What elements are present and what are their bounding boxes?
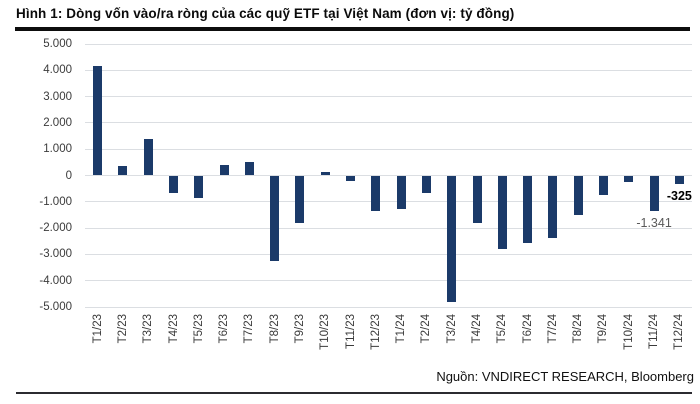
bar-t10-23 bbox=[320, 172, 330, 176]
y-axis-tick-label: -4.000 bbox=[39, 274, 72, 287]
y-axis-tick-label: 4.000 bbox=[43, 64, 72, 77]
y-axis-tick-label: -1.000 bbox=[39, 195, 72, 208]
x-axis-tick-label: T6/23 bbox=[218, 314, 231, 344]
bar-t1-24 bbox=[396, 175, 406, 210]
bottom-rule bbox=[16, 392, 692, 394]
bar-t11-23 bbox=[346, 175, 356, 181]
x-axis-tick-label: T11/23 bbox=[344, 314, 357, 349]
bar-t3-24 bbox=[447, 175, 457, 302]
data-label-t12-24: -325 bbox=[666, 189, 692, 204]
x-axis-tick-label: T10/23 bbox=[319, 314, 332, 350]
bar-t6-23 bbox=[219, 164, 229, 176]
bar-t5-24 bbox=[497, 175, 507, 250]
bar-t2-24 bbox=[421, 175, 431, 193]
bar-t9-24 bbox=[598, 175, 608, 195]
x-axis-tick-label: T7/23 bbox=[243, 314, 256, 344]
data-label-t11-24: -1.341 bbox=[636, 215, 672, 230]
gridline bbox=[85, 122, 692, 124]
gridline bbox=[85, 96, 692, 98]
gridline bbox=[85, 69, 692, 71]
x-axis-tick-label: T9/23 bbox=[293, 314, 306, 344]
x-axis-tick-label: T9/24 bbox=[597, 314, 610, 344]
bar-t6-24 bbox=[523, 175, 533, 243]
gridline bbox=[85, 175, 692, 176]
bar-t8-23 bbox=[270, 175, 280, 261]
bar-t10-24 bbox=[624, 175, 634, 182]
gridline bbox=[85, 280, 692, 282]
x-axis-tick-label: T7/24 bbox=[546, 314, 559, 344]
gridline bbox=[85, 43, 692, 45]
x-axis-tick-label: T2/24 bbox=[420, 314, 433, 344]
x-axis-tick-label: T6/24 bbox=[521, 314, 534, 344]
x-axis-tick-label: T4/23 bbox=[167, 314, 180, 344]
bar-t12-23 bbox=[371, 175, 381, 211]
bar-t5-23 bbox=[194, 175, 204, 198]
bar-t12-24 bbox=[674, 175, 684, 185]
y-axis-tick-label: 1.000 bbox=[43, 143, 72, 156]
x-axis-tick-label: T5/23 bbox=[192, 314, 205, 344]
x-axis-tick-label: T12/24 bbox=[673, 314, 686, 350]
etf-net-flow-bar-chart: 5.000 4.000 3.000 2.000 1.000 0 -1.000 -2.000 -3… bbox=[39, 38, 692, 350]
y-axis-tick-label: 2.000 bbox=[43, 116, 72, 129]
gridline bbox=[85, 227, 692, 229]
bar-t2-23 bbox=[118, 165, 128, 176]
x-axis-tick-label: T11/24 bbox=[648, 314, 661, 349]
x-axis-tick-label: T3/24 bbox=[445, 314, 458, 344]
bar-t1-23 bbox=[93, 66, 103, 176]
x-axis-tick-label: T10/24 bbox=[622, 314, 635, 350]
x-axis-tick-label: T1/24 bbox=[395, 314, 408, 344]
x-axis-tick-label: T12/23 bbox=[369, 314, 382, 350]
bar-t4-24 bbox=[472, 175, 482, 224]
y-axis-tick-label: 3.000 bbox=[43, 90, 72, 103]
bar-t4-23 bbox=[169, 175, 179, 194]
gridline bbox=[85, 306, 692, 308]
x-axis-tick-label: T3/23 bbox=[142, 314, 155, 344]
x-axis-tick-label: T4/24 bbox=[471, 314, 484, 344]
gridline bbox=[85, 148, 692, 150]
source-note: Nguồn: VNDIRECT RESEARCH, Bloomberg bbox=[436, 369, 694, 384]
bar-t11-24 bbox=[649, 175, 659, 211]
gridline bbox=[85, 201, 692, 203]
x-axis-tick-label: T8/24 bbox=[572, 314, 585, 344]
title-rule bbox=[15, 27, 690, 31]
x-axis-tick-label: T5/24 bbox=[496, 314, 509, 344]
y-axis-tick-label: 0 bbox=[65, 169, 72, 182]
y-axis-tick-label: -5.000 bbox=[39, 301, 72, 313]
bar-t7-24 bbox=[548, 175, 558, 239]
y-axis-tick-label: -2.000 bbox=[39, 222, 72, 235]
x-axis-tick-label: T1/23 bbox=[91, 314, 104, 344]
bar-t3-23 bbox=[143, 138, 153, 176]
bar-t7-23 bbox=[244, 161, 254, 176]
y-axis-tick-label: -3.000 bbox=[39, 248, 72, 261]
gridline bbox=[85, 253, 692, 255]
y-axis-tick-label: 5.000 bbox=[43, 38, 72, 50]
bar-t8-24 bbox=[573, 175, 583, 215]
bar-t9-23 bbox=[295, 175, 305, 223]
x-axis-tick-label: T2/23 bbox=[116, 314, 129, 344]
x-axis-tick-label: T8/23 bbox=[268, 314, 281, 344]
figure-title: Hình 1: Dòng vốn vào/ra ròng của các quỹ… bbox=[16, 6, 515, 21]
